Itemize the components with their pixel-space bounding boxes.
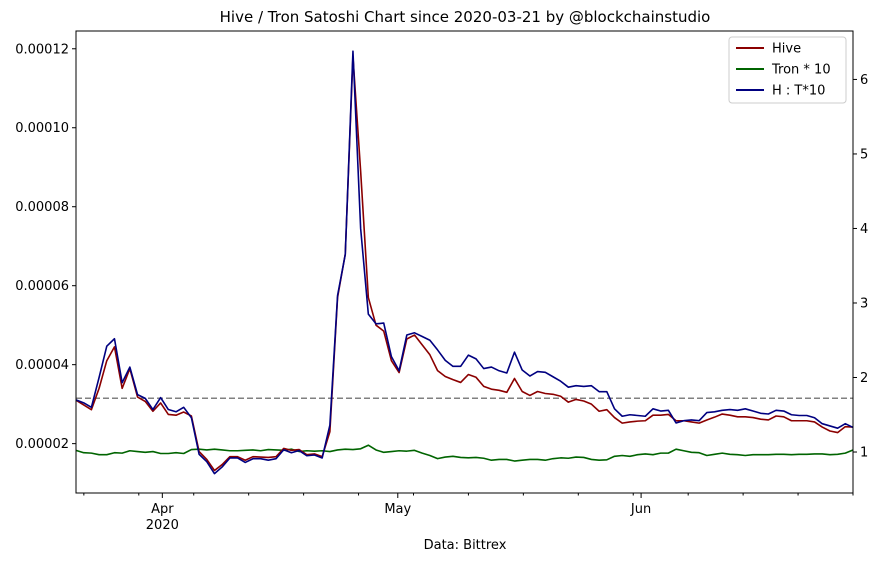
axes: 0.00002 0.00004 0.00006 0.00008 0.00010 0.000… — [15, 42, 868, 533]
left-y-tick-label: 0.00010 — [15, 121, 69, 136]
legend-box — [728, 36, 847, 104]
plot-area — [75, 50, 854, 475]
right-y-tick-label: 1 — [860, 446, 868, 461]
series-line-2 — [75, 50, 854, 475]
right-y-tick-label: 4 — [860, 222, 868, 237]
right-y-tick-label: 5 — [860, 147, 868, 162]
series-line-0 — [75, 55, 854, 472]
right-y-tick-label: 3 — [860, 296, 868, 311]
x-tick-sublabel: 2020 — [146, 518, 179, 533]
x-tick-label: May — [384, 502, 411, 517]
chart-title: Hive / Tron Satoshi Chart since 2020-03-… — [220, 8, 711, 26]
x-axis-label: Data: Bittrex — [424, 538, 507, 553]
left-y-tick-label: 0.00008 — [15, 200, 69, 215]
right-y-tick-label: 2 — [860, 371, 868, 386]
legend-label: Tron * 10 — [771, 63, 831, 78]
left-y-tick-label: 0.00002 — [15, 437, 69, 452]
plot-frame — [75, 30, 854, 494]
left-y-tick-label: 0.00006 — [15, 279, 69, 294]
series-line-1 — [75, 444, 854, 462]
left-y-tick-label: 0.00004 — [15, 358, 69, 373]
legend: Hive Tron * 10 H : T*10 — [728, 36, 847, 104]
x-tick-label: Jun — [630, 502, 651, 517]
legend-label: H : T*10 — [772, 84, 825, 99]
x-tick-label: Apr — [151, 502, 174, 517]
left-y-tick-label: 0.00012 — [15, 42, 69, 57]
legend-label: Hive — [772, 42, 801, 57]
right-y-tick-label: 6 — [860, 73, 868, 88]
